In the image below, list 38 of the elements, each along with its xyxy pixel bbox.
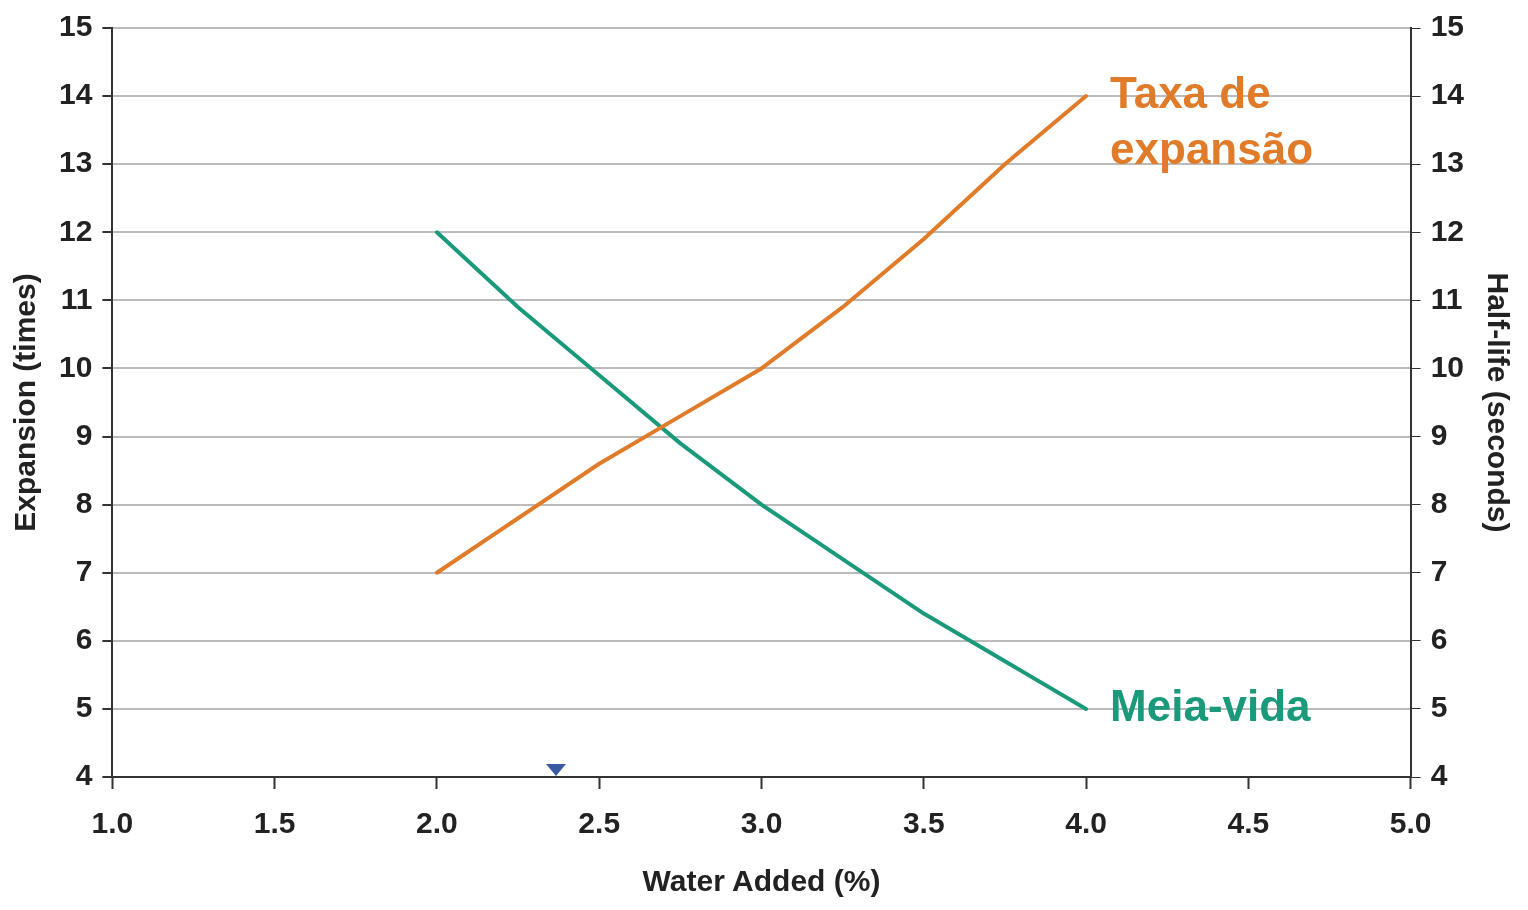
- x-tick-label: 3.0: [740, 806, 783, 840]
- x-tick-label: 1.0: [91, 806, 134, 840]
- y2-tick-label: 4: [1430, 758, 1448, 792]
- y-tick-label: 5: [75, 690, 93, 724]
- y2-tick-label: 11: [1430, 281, 1463, 315]
- y-tick-label: 8: [75, 485, 93, 519]
- y2-tick-label: 7: [1430, 553, 1448, 587]
- y-axis-title: Expansion (times): [8, 273, 42, 532]
- y2-tick-label: 9: [1430, 417, 1448, 451]
- y2-tick-label: 14: [1430, 77, 1465, 111]
- y-tick-label: 12: [58, 213, 93, 247]
- y-tick-label: 6: [75, 622, 93, 656]
- y2-tick-label: 5: [1430, 690, 1448, 724]
- x-tick-label: 2.0: [416, 806, 458, 840]
- y2-tick-label: 13: [1430, 145, 1465, 179]
- y-tick-label: 15: [58, 9, 93, 43]
- y-tick-label: 10: [58, 349, 93, 383]
- y2-tick-label: 12: [1430, 213, 1465, 247]
- y2-tick-label: 8: [1430, 485, 1448, 519]
- x-tick-label: 1.5: [253, 806, 296, 840]
- x-axis-title: Water Added (%): [642, 864, 881, 898]
- y-tick-label: 4: [75, 758, 93, 792]
- y-tick-label: 9: [75, 417, 93, 451]
- series-label: Meia-vida: [1110, 681, 1312, 731]
- y2-tick-label: 10: [1430, 349, 1465, 383]
- y2-axis-title: Half-life (seconds): [1481, 272, 1515, 533]
- y-tick-label: 13: [58, 145, 93, 179]
- series-label: Taxa de expansão: [1110, 68, 1314, 174]
- x-tick-label: 4.0: [1065, 806, 1107, 840]
- x-tick-label: 4.5: [1227, 806, 1270, 840]
- x-tick-label: 5.0: [1389, 806, 1432, 840]
- y2-tick-label: 6: [1430, 622, 1448, 656]
- y-tick-label: 11: [60, 281, 93, 315]
- y-tick-label: 14: [58, 77, 93, 111]
- x-tick-label: 2.5: [578, 806, 621, 840]
- y2-tick-label: 15: [1430, 9, 1465, 43]
- y-tick-label: 7: [75, 553, 93, 587]
- x-tick-label: 3.5: [902, 806, 945, 840]
